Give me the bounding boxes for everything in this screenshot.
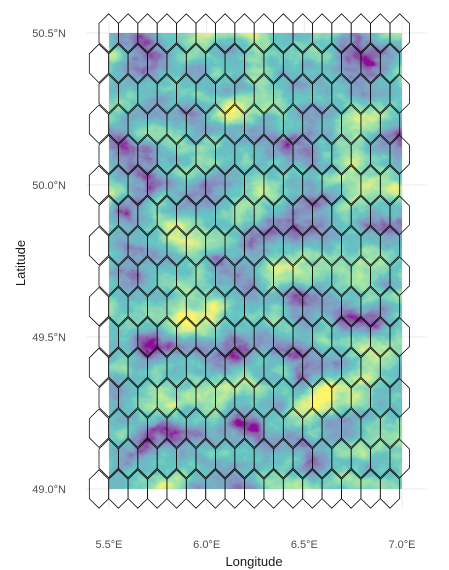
hex-cell bbox=[379, 408, 401, 448]
hex-cell bbox=[379, 347, 401, 388]
y-axis-ticks: 49.0°N 49.5°N 50.0°N 50.5°N bbox=[32, 28, 66, 496]
x-tick-label: 7.0°E bbox=[388, 539, 415, 551]
hex-cell bbox=[379, 104, 401, 144]
hex-cell bbox=[88, 104, 110, 144]
x-axis-title: Longitude bbox=[225, 554, 282, 569]
y-tick-label: 49.0°N bbox=[32, 484, 66, 496]
hex-grid-overlay bbox=[88, 13, 410, 509]
hex-cell bbox=[389, 378, 410, 418]
hex-cell bbox=[379, 469, 401, 509]
x-tick-label: 6.0°E bbox=[193, 539, 220, 551]
hex-cell bbox=[389, 317, 410, 357]
hex-cell bbox=[379, 165, 401, 205]
hex-cell bbox=[88, 226, 110, 266]
x-tick-label: 6.5°E bbox=[291, 539, 318, 551]
hex-cell bbox=[88, 347, 110, 388]
x-tick-label: 5.5°E bbox=[95, 539, 122, 551]
hex-cell bbox=[389, 134, 410, 175]
x-axis-ticks: 5.5°E 6.0°E 6.5°E 7.0°E bbox=[95, 539, 415, 551]
y-tick-label: 49.5°N bbox=[32, 332, 66, 344]
hex-cell bbox=[88, 408, 110, 448]
y-axis-title: Latitude bbox=[13, 240, 28, 286]
hex-cell bbox=[389, 438, 410, 479]
hex-cell bbox=[389, 74, 410, 114]
hex-cell bbox=[389, 13, 410, 53]
elevation-raster bbox=[109, 33, 402, 489]
hex-cell bbox=[389, 256, 410, 296]
hex-cell bbox=[379, 286, 401, 327]
hex-cell bbox=[88, 286, 110, 327]
y-tick-label: 50.0°N bbox=[32, 180, 66, 192]
hex-cell bbox=[379, 226, 401, 266]
hex-cell bbox=[389, 195, 410, 236]
hex-cell bbox=[379, 43, 401, 84]
y-tick-label: 50.5°N bbox=[32, 28, 66, 40]
hex-cell bbox=[88, 43, 110, 84]
